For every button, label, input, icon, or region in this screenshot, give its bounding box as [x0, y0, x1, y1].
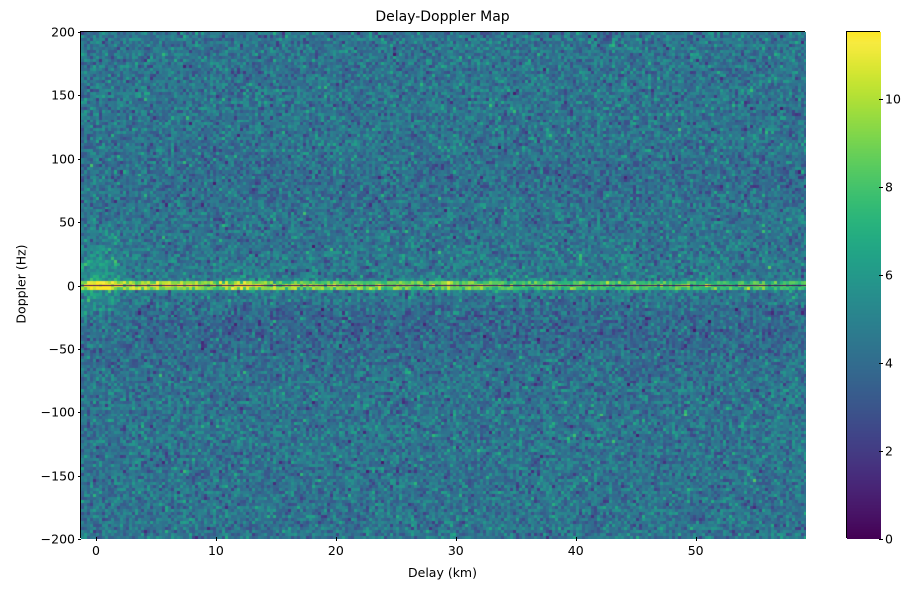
y-tick-label: 0: [67, 278, 75, 293]
y-axis-label: Doppler (Hz): [13, 244, 29, 324]
colorbar-tick-label: 2: [885, 443, 893, 459]
delay-doppler-heatmap: [81, 32, 806, 539]
colorbar-tick-mark: [879, 539, 883, 540]
x-tick-mark: [215, 537, 217, 541]
plot-axes: −200 −150 −100 −50 0 50 100 150 200 0 10 20 30 40 50: [41, 25, 806, 558]
x-tick-label: 10: [207, 543, 224, 558]
x-tick-mark: [95, 537, 97, 541]
y-tick-label: −100: [40, 404, 75, 420]
colorbar-tick-label: 0: [885, 531, 893, 547]
colorbar-tick-mark: [879, 363, 883, 365]
y-tick-label: 100: [51, 151, 75, 167]
colorbar-tick-mark: [879, 275, 883, 277]
y-tick-label: −200: [40, 531, 75, 547]
colorbar-tick-label: 4: [885, 355, 893, 371]
y-tick-mark: [77, 95, 81, 97]
y-tick-mark: [77, 222, 81, 224]
colorbar-tick-label: 8: [885, 179, 893, 195]
colorbar-tick-mark: [879, 187, 883, 189]
x-axis-label: Delay (km): [408, 565, 477, 580]
x-tick-label: 0: [92, 543, 100, 558]
colorbar: 0 2 4 6 8 10: [846, 31, 901, 547]
colorbar-tick-label: 6: [885, 267, 893, 283]
y-tick-mark: [77, 475, 81, 477]
x-tick-mark: [695, 537, 697, 541]
colorbar-gradient: [847, 32, 881, 539]
x-tick-label: 50: [687, 543, 704, 558]
colorbar-tick-mark: [879, 451, 883, 453]
y-tick-mark: [77, 412, 81, 414]
y-tick-mark: [77, 158, 81, 160]
y-tick-label: 50: [59, 214, 75, 230]
colorbar-tick-mark: [879, 99, 883, 101]
colorbar-tick-label: 10: [885, 91, 901, 107]
y-tick-label: −150: [40, 468, 75, 484]
x-tick-mark: [335, 537, 337, 541]
x-tick-label: 20: [327, 543, 344, 558]
y-tick-mark: [77, 285, 81, 287]
y-tick-label: 200: [51, 24, 75, 40]
y-tick-mark: [77, 539, 81, 540]
x-tick-mark: [575, 537, 577, 541]
page-title: Delay-Doppler Map: [375, 9, 510, 25]
x-tick-label: 30: [447, 543, 464, 558]
x-tick-label: 40: [567, 543, 584, 558]
y-tick-mark: [77, 32, 81, 33]
y-tick-label: −50: [48, 341, 75, 357]
x-tick-mark: [455, 537, 457, 541]
y-tick-mark: [77, 348, 81, 350]
y-tick-label: 150: [51, 87, 75, 103]
